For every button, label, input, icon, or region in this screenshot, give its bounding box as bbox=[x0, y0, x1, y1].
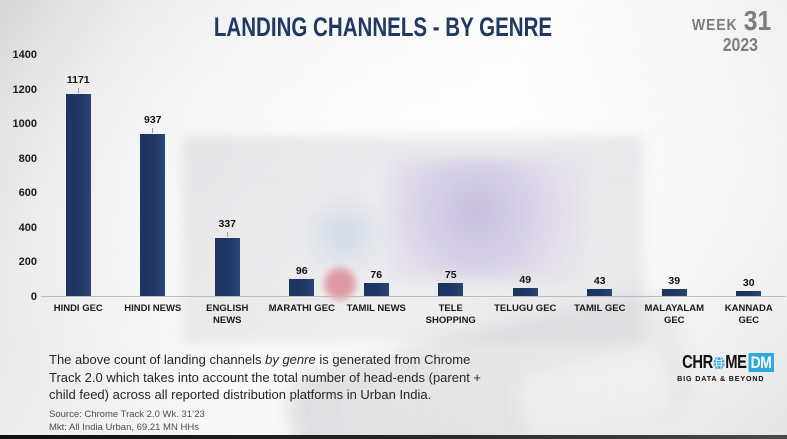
week-badge: WEEK 31 2023 bbox=[692, 5, 771, 56]
source-note: Source: Chrome Track 2.0 Wk. 31’23 Mkt: … bbox=[49, 409, 205, 434]
bar-group: 75 bbox=[414, 55, 489, 296]
bar-value-label: 96 bbox=[295, 265, 308, 278]
page-title: LANDING CHANNELS - BY GENRE bbox=[213, 12, 553, 42]
x-axis-label: HINDI GEC bbox=[53, 303, 103, 314]
bar-group: 43 bbox=[563, 55, 638, 296]
y-axis-tick-label: 200 bbox=[18, 256, 37, 269]
bar-group: 337 bbox=[190, 55, 265, 296]
bar bbox=[438, 283, 464, 296]
x-axis-label: TELE SHOPPING bbox=[425, 303, 476, 326]
footnote-segment: The above count of landing channels bbox=[49, 352, 266, 367]
bar-value-label: 30 bbox=[742, 276, 755, 289]
logo-text-me: ME bbox=[725, 352, 747, 372]
logo-tagline: BIG DATA & BEYOND bbox=[677, 374, 765, 383]
y-axis-tick-label: 600 bbox=[18, 187, 37, 200]
source-line-1: Source: Chrome Track 2.0 Wk. 31’23 bbox=[49, 409, 205, 420]
y-axis-tick-label: 800 bbox=[18, 152, 37, 165]
bar bbox=[363, 282, 389, 296]
x-axis-label: TAMIL GEC bbox=[574, 303, 626, 314]
label-leader-line bbox=[77, 87, 79, 93]
bar-group: 30 bbox=[712, 55, 787, 296]
bottom-edge-strip bbox=[0, 435, 787, 439]
bar bbox=[587, 288, 613, 296]
label-leader-line bbox=[152, 128, 154, 134]
bar-value-label: 43 bbox=[593, 274, 606, 287]
x-axis-label: MALAYALAM GEC bbox=[644, 303, 704, 326]
bar-group: 49 bbox=[488, 55, 563, 296]
logo-wordmark: CHR ME DM bbox=[682, 352, 774, 373]
x-axis-label: TAMIL NEWS bbox=[346, 303, 406, 314]
bar-group: 76 bbox=[339, 55, 414, 296]
x-axis-label: KANNADA GEC bbox=[724, 303, 773, 326]
logo-dm-box: DM bbox=[748, 353, 774, 372]
bar-group: 96 bbox=[265, 55, 340, 296]
bar bbox=[736, 290, 762, 296]
week-label: WEEK bbox=[691, 17, 738, 34]
bar-group: 39 bbox=[637, 55, 712, 296]
y-axis-tick-label: 1000 bbox=[12, 118, 37, 131]
bar-value-label: 937 bbox=[143, 114, 162, 127]
bar-value-label: 337 bbox=[218, 217, 237, 230]
x-axis-label: MARATHI GEC bbox=[268, 303, 335, 314]
y-axis-tick-label: 1200 bbox=[12, 83, 37, 96]
week-year: 2023 bbox=[722, 35, 758, 55]
bar bbox=[214, 237, 240, 296]
footnote-italic-segment: by genre bbox=[265, 352, 316, 367]
chrome-dm-logo: CHR ME DM BIG DATA & BEYOND bbox=[662, 352, 774, 383]
y-axis-tick-label: 0 bbox=[30, 291, 37, 303]
x-axis-label: ENGLISH NEWS bbox=[206, 303, 249, 326]
bar-value-label: 39 bbox=[668, 275, 681, 288]
footnote-text: The above count of landing channels by g… bbox=[49, 351, 497, 404]
bar-value-label: 1171 bbox=[66, 73, 90, 86]
bar bbox=[65, 93, 91, 296]
plot-area: 1171 937 337 96 76 75 49 43 39 30 bbox=[41, 55, 786, 297]
bar-value-label: 75 bbox=[444, 269, 457, 282]
bar bbox=[140, 134, 166, 296]
x-axis-label: TELUGU GEC bbox=[494, 303, 557, 314]
label-leader-line bbox=[226, 231, 228, 237]
y-axis-tick-label: 400 bbox=[18, 221, 37, 234]
bar bbox=[512, 287, 538, 296]
bar bbox=[289, 279, 315, 296]
x-axis-label: HINDI NEWS bbox=[124, 303, 182, 314]
week-number: 31 bbox=[743, 5, 771, 36]
bar-value-label: 49 bbox=[519, 273, 532, 286]
bar-group: 937 bbox=[116, 55, 191, 296]
y-axis-tick-label: 1400 bbox=[12, 49, 37, 61]
bar-value-label: 76 bbox=[370, 268, 383, 281]
bar-group: 1171 bbox=[41, 55, 116, 296]
background-remote-keys bbox=[513, 342, 677, 439]
globe-icon bbox=[713, 355, 725, 370]
footnote-segment: is generated from Chrome Track 2.0 which… bbox=[49, 352, 482, 402]
source-line-2: Mkt: All India Urban, 69.21 MN HHs bbox=[49, 421, 199, 433]
x-axis: HINDI GEC HINDI NEWS ENGLISH NEWS MARATHI G… bbox=[41, 303, 786, 327]
y-axis: 0 200 400 600 800 1000 1200 1400 bbox=[0, 49, 37, 303]
logo-text-chr: CHR bbox=[682, 352, 713, 372]
bar bbox=[661, 289, 687, 296]
